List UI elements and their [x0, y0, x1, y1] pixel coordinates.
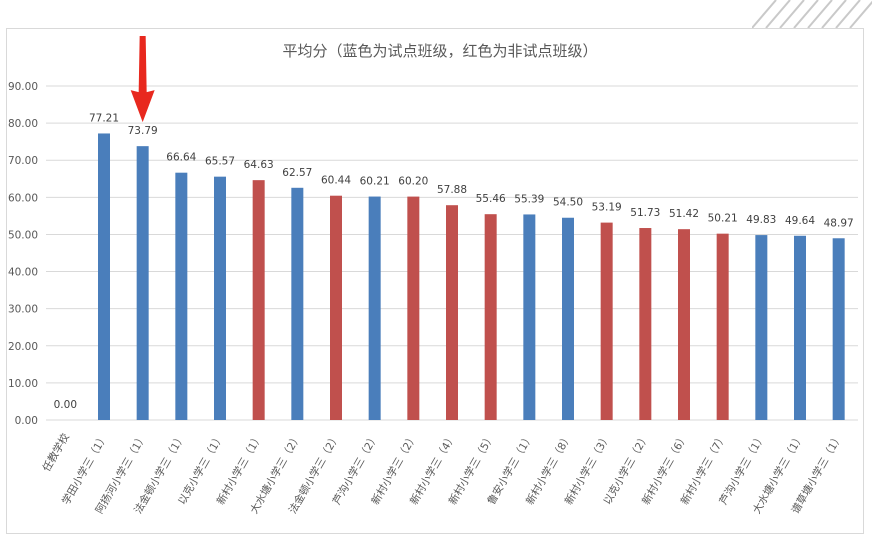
value-label: 51.73 [630, 207, 660, 219]
bar-5 [252, 180, 265, 420]
value-label: 66.64 [166, 152, 196, 164]
value-label: 60.20 [398, 176, 428, 188]
value-label: 49.64 [785, 215, 815, 227]
value-label: 64.63 [244, 159, 274, 171]
y-tick-label: 60.00 [8, 192, 38, 204]
bar-11 [484, 214, 497, 420]
bar-6 [291, 187, 304, 420]
value-label: 73.79 [128, 125, 158, 137]
value-label: 55.39 [514, 193, 544, 205]
bars [98, 133, 845, 420]
bar-17 [716, 233, 729, 420]
bar-14 [600, 222, 613, 420]
value-label: 54.50 [553, 197, 583, 209]
x-tick-label: 任教学校 [40, 431, 73, 474]
bar-20 [832, 238, 845, 420]
value-label: 49.83 [746, 214, 776, 226]
bar-12 [523, 214, 536, 420]
bar-3 [175, 172, 188, 420]
bar-2 [136, 146, 149, 420]
chart-title: 平均分（蓝色为试点班级，红色为非试点班级） [282, 42, 597, 60]
y-tick-label: 90.00 [8, 81, 38, 93]
y-tick-label: 10.00 [8, 378, 38, 390]
y-tick-label: 50.00 [8, 229, 38, 241]
y-tick-label: 70.00 [8, 155, 38, 167]
value-label: 55.46 [476, 193, 506, 205]
bar-13 [562, 217, 574, 420]
x-axis-ticks: 任教学校学田小学三（1）阿扬河小学三（1）法金顿小学三（1）以克小学三（1）新村… [40, 431, 846, 516]
bar-4 [214, 176, 226, 420]
y-tick-label: 40.00 [8, 267, 38, 279]
value-label: 77.21 [89, 112, 119, 124]
bar-19 [794, 235, 806, 420]
highlight-arrow-icon [130, 36, 155, 123]
y-tick-label: 0.00 [15, 415, 38, 427]
bar-9 [407, 196, 420, 420]
value-label: 51.42 [669, 208, 699, 220]
value-label: 48.97 [824, 217, 854, 229]
value-label: 57.88 [437, 184, 467, 196]
value-label: 62.57 [282, 167, 312, 179]
bar-15 [639, 228, 652, 420]
bar-10 [446, 205, 458, 420]
value-labels: 0.00 77.21 73.79 66.64 65.57 64.63 62.57 60.44 6… [54, 112, 854, 411]
value-label: 50.21 [708, 213, 738, 225]
bar-8 [368, 196, 381, 420]
highlight-arrow-layer [130, 36, 155, 123]
y-tick-label: 80.00 [8, 118, 38, 130]
y-axis-ticks: 0.00 10.00 20.00 30.00 40.00 50.00 60.00 70.00 8… [8, 81, 38, 427]
bar-1 [98, 133, 110, 420]
value-label: 0.00 [54, 399, 77, 411]
value-label: 65.57 [205, 156, 235, 168]
y-tick-label: 20.00 [8, 341, 38, 353]
bar-18 [755, 235, 768, 420]
bar-16 [678, 229, 690, 420]
chart-frame [6, 28, 864, 534]
bar-7 [330, 195, 342, 420]
corner-stripes-decoration [752, 0, 872, 28]
y-tick-label: 30.00 [8, 304, 38, 316]
value-label: 53.19 [592, 202, 622, 214]
value-label: 60.21 [360, 176, 390, 188]
value-label: 60.44 [321, 175, 351, 187]
